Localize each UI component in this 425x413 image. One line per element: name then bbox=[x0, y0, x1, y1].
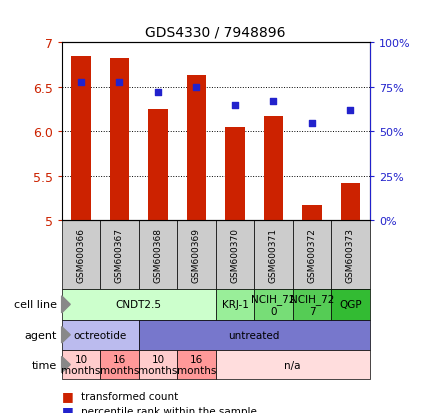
Bar bbox=[177, 350, 215, 380]
Text: transformed count: transformed count bbox=[81, 391, 178, 401]
Text: GSM600371: GSM600371 bbox=[269, 228, 278, 282]
Point bbox=[193, 84, 200, 91]
Bar bbox=[148, 110, 167, 221]
Text: 16
months: 16 months bbox=[100, 354, 139, 375]
Text: time: time bbox=[32, 360, 57, 370]
Text: NCIH_72
0: NCIH_72 0 bbox=[251, 293, 296, 316]
Text: untreated: untreated bbox=[229, 330, 280, 340]
Bar bbox=[331, 221, 370, 289]
Text: GSM600370: GSM600370 bbox=[230, 228, 239, 282]
Bar bbox=[139, 320, 370, 350]
Text: cell line: cell line bbox=[14, 299, 57, 310]
Text: percentile rank within the sample: percentile rank within the sample bbox=[81, 406, 257, 413]
Bar bbox=[215, 350, 370, 380]
Bar bbox=[264, 117, 283, 221]
Text: 10
months: 10 months bbox=[138, 354, 178, 375]
Bar bbox=[100, 350, 139, 380]
Bar bbox=[62, 320, 139, 350]
Text: GSM600367: GSM600367 bbox=[115, 228, 124, 282]
Text: 10
months: 10 months bbox=[61, 354, 101, 375]
Title: GDS4330 / 7948896: GDS4330 / 7948896 bbox=[145, 26, 286, 39]
Bar bbox=[254, 289, 293, 320]
Bar bbox=[110, 59, 129, 221]
Text: n/a: n/a bbox=[284, 360, 301, 370]
Text: ■: ■ bbox=[62, 389, 74, 403]
Bar bbox=[71, 57, 91, 221]
Bar bbox=[62, 289, 215, 320]
Point bbox=[155, 90, 162, 96]
Text: QGP: QGP bbox=[339, 299, 362, 310]
Bar bbox=[254, 221, 293, 289]
Point bbox=[116, 79, 123, 86]
Bar bbox=[100, 221, 139, 289]
Text: 16
months: 16 months bbox=[177, 354, 216, 375]
Text: KRJ-1: KRJ-1 bbox=[221, 299, 248, 310]
Text: CNDT2.5: CNDT2.5 bbox=[116, 299, 162, 310]
Point bbox=[77, 79, 84, 86]
Bar bbox=[293, 221, 331, 289]
Text: NCIH_72
7: NCIH_72 7 bbox=[290, 293, 334, 316]
Bar bbox=[293, 289, 331, 320]
Text: GSM600366: GSM600366 bbox=[76, 228, 85, 282]
FancyArrow shape bbox=[62, 356, 70, 373]
Point bbox=[309, 120, 315, 126]
Bar bbox=[62, 350, 100, 380]
Bar bbox=[62, 221, 100, 289]
Bar bbox=[215, 289, 254, 320]
Bar bbox=[187, 76, 206, 221]
Text: GSM600372: GSM600372 bbox=[307, 228, 317, 282]
Bar bbox=[215, 221, 254, 289]
Text: agent: agent bbox=[25, 330, 57, 340]
Text: GSM600373: GSM600373 bbox=[346, 228, 355, 282]
Text: octreotide: octreotide bbox=[74, 330, 127, 340]
Text: ■: ■ bbox=[62, 404, 74, 413]
Bar bbox=[331, 289, 370, 320]
FancyArrow shape bbox=[62, 327, 70, 343]
Text: GSM600369: GSM600369 bbox=[192, 228, 201, 282]
Bar bbox=[225, 128, 244, 221]
Text: GSM600368: GSM600368 bbox=[153, 228, 162, 282]
Bar bbox=[139, 221, 177, 289]
Point bbox=[347, 107, 354, 114]
Point bbox=[232, 102, 238, 109]
Point bbox=[270, 99, 277, 105]
Bar bbox=[139, 350, 177, 380]
FancyArrow shape bbox=[62, 296, 70, 313]
Bar bbox=[302, 206, 322, 221]
Bar bbox=[177, 221, 215, 289]
Bar bbox=[341, 184, 360, 221]
